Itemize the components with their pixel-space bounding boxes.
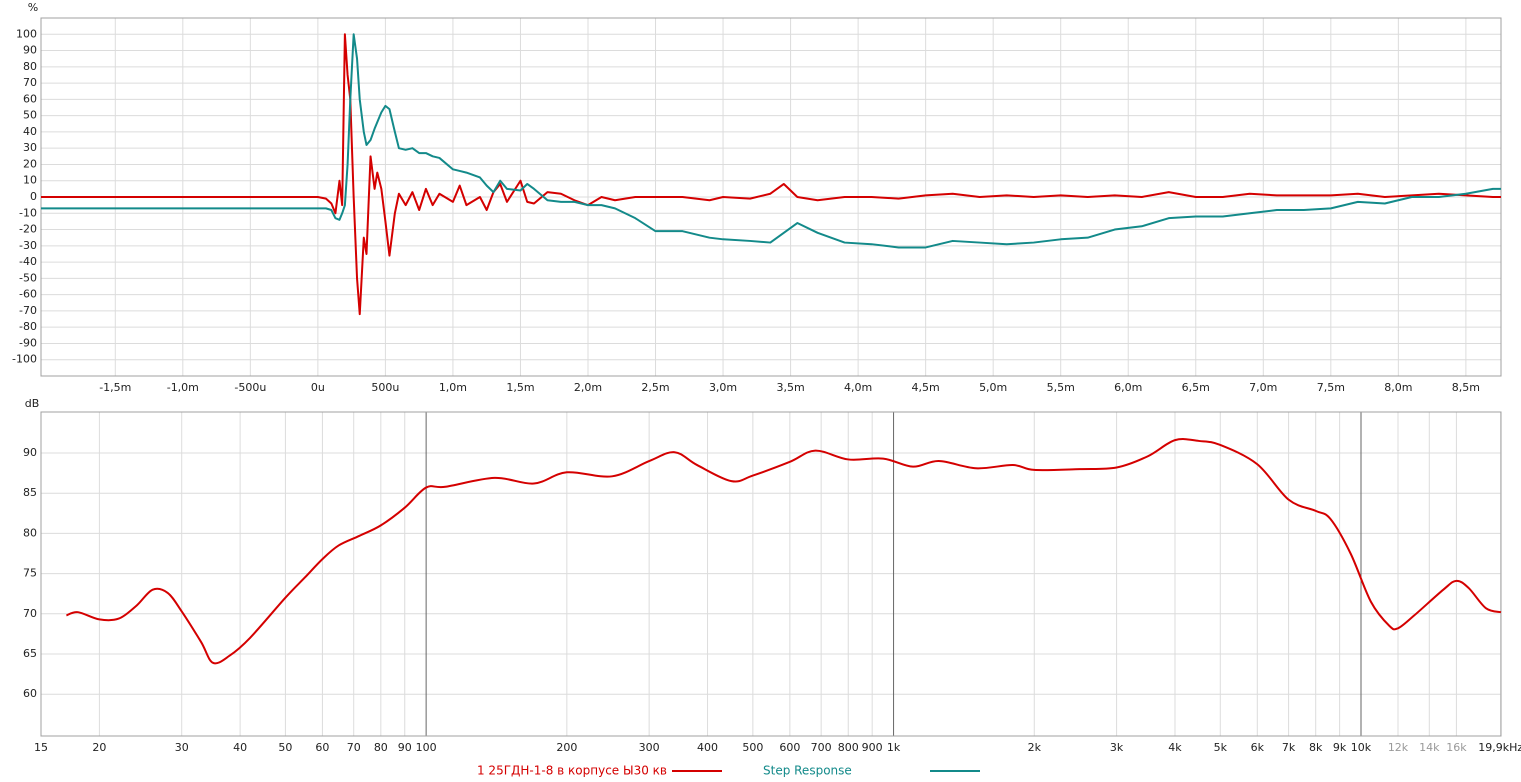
x-tick-label: 7,0m	[1249, 381, 1277, 394]
y-tick-label: -10	[19, 206, 37, 219]
y-tick-label: 100	[16, 27, 37, 40]
x-tick-label: 700	[811, 741, 832, 754]
x-tick-label: 20	[92, 741, 106, 754]
x-tick-label: 900	[862, 741, 883, 754]
legend-label: 1 25ГДН-1-8 в корпусе Ы30 кв	[477, 764, 667, 778]
y-tick-label: 10	[23, 174, 37, 187]
y-tick-label: 90	[23, 446, 37, 459]
y-tick-label: 75	[23, 567, 37, 580]
x-tick-label: -1,0m	[167, 381, 199, 394]
x-tick-label: 500	[742, 741, 763, 754]
x-tick-label: 4,0m	[844, 381, 872, 394]
series-line	[66, 438, 1502, 665]
x-tick-label: 19,9kHz	[1478, 741, 1521, 754]
x-tick-label: 5k	[1214, 741, 1228, 754]
x-tick-label: 3,5m	[776, 381, 804, 394]
x-tick-label: 30	[175, 741, 189, 754]
y-tick-label: 30	[23, 141, 37, 154]
y-tick-label: -50	[19, 271, 37, 284]
y-tick-label: 85	[23, 486, 37, 499]
y-tick-label: -80	[19, 320, 37, 333]
x-tick-label: 7,5m	[1317, 381, 1345, 394]
x-tick-label: 3k	[1110, 741, 1124, 754]
y-tick-label: -90	[19, 336, 37, 349]
legend-label: Step Response	[763, 764, 852, 778]
x-tick-label: 6,5m	[1182, 381, 1210, 394]
y-tick-label: 65	[23, 647, 37, 660]
y-tick-label: -30	[19, 239, 37, 252]
x-tick-label: 5,0m	[979, 381, 1007, 394]
plot-frame	[40, 411, 1502, 737]
y-axis-unit: %	[28, 1, 38, 14]
x-tick-label: 80	[374, 741, 388, 754]
y-axis-unit: dB	[25, 397, 40, 410]
x-tick-label: 100	[416, 741, 437, 754]
x-tick-label: 2k	[1028, 741, 1042, 754]
x-tick-label: 8k	[1309, 741, 1323, 754]
x-tick-label: 0u	[311, 381, 325, 394]
x-tick-label: 10k	[1351, 741, 1372, 754]
x-tick-label: 8,5m	[1452, 381, 1480, 394]
x-tick-label: -500u	[234, 381, 266, 394]
y-tick-label: 90	[23, 44, 37, 57]
x-tick-label: 7k	[1282, 741, 1296, 754]
x-tick-label: 200	[556, 741, 577, 754]
x-tick-label: 1,0m	[439, 381, 467, 394]
x-tick-label: 50	[278, 741, 292, 754]
x-tick-label: 2,5m	[641, 381, 669, 394]
series-line	[41, 33, 1501, 249]
x-tick-label: 6k	[1251, 741, 1265, 754]
y-tick-label: 40	[23, 125, 37, 138]
x-tick-label: 12k	[1388, 741, 1409, 754]
x-tick-label: 3,0m	[709, 381, 737, 394]
x-tick-label: 300	[639, 741, 660, 754]
x-tick-label: 400	[697, 741, 718, 754]
y-tick-label: 80	[23, 526, 37, 539]
y-tick-label: 50	[23, 109, 37, 122]
x-tick-label: 4,5m	[912, 381, 940, 394]
y-tick-label: 80	[23, 60, 37, 73]
x-tick-label: 8,0m	[1384, 381, 1412, 394]
y-tick-label: -20	[19, 223, 37, 236]
x-tick-label: 500u	[371, 381, 399, 394]
y-tick-label: 70	[23, 607, 37, 620]
x-tick-label: -1,5m	[99, 381, 131, 394]
x-tick-label: 1k	[887, 741, 901, 754]
y-tick-label: 70	[23, 76, 37, 89]
x-tick-label: 70	[347, 741, 361, 754]
x-tick-label: 90	[398, 741, 412, 754]
x-tick-label: 1,5m	[506, 381, 534, 394]
y-tick-label: -70	[19, 304, 37, 317]
x-tick-label: 6,0m	[1114, 381, 1142, 394]
y-tick-label: 60	[23, 92, 37, 105]
y-tick-label: 20	[23, 157, 37, 170]
x-tick-label: 600	[779, 741, 800, 754]
y-tick-label: 0	[30, 190, 37, 203]
y-tick-label: 60	[23, 687, 37, 700]
x-tick-label: 9k	[1333, 741, 1347, 754]
x-tick-label: 60	[315, 741, 329, 754]
x-tick-label: 16k	[1446, 741, 1467, 754]
x-tick-label: 4k	[1168, 741, 1182, 754]
x-tick-label: 5,5m	[1047, 381, 1075, 394]
x-tick-label: 2,0m	[574, 381, 602, 394]
x-tick-label: 800	[838, 741, 859, 754]
x-tick-label: 15	[34, 741, 48, 754]
x-tick-label: 40	[233, 741, 247, 754]
y-tick-label: -100	[12, 353, 37, 366]
series-line	[41, 33, 1501, 316]
y-tick-label: -60	[19, 288, 37, 301]
x-tick-label: 14k	[1419, 741, 1440, 754]
y-tick-label: -40	[19, 255, 37, 268]
